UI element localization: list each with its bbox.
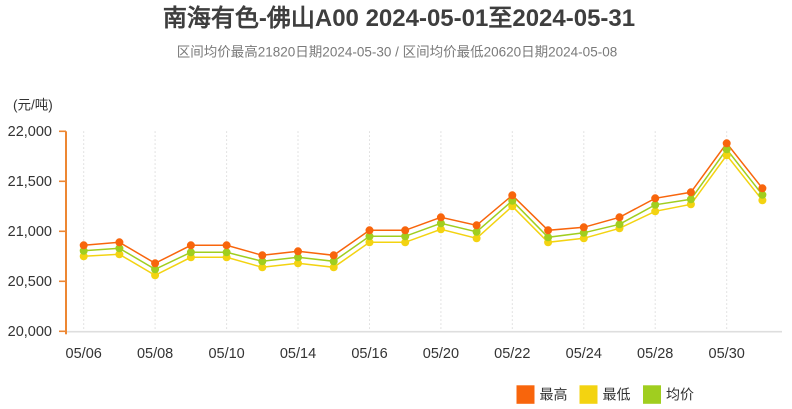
svg-text:05/28: 05/28 [637, 346, 673, 362]
svg-text:05/20: 05/20 [423, 346, 459, 362]
svg-text:21,500: 21,500 [8, 174, 52, 190]
svg-text:20,500: 20,500 [8, 274, 52, 290]
svg-text:05/10: 05/10 [208, 346, 244, 362]
svg-text:05/06: 05/06 [66, 346, 102, 362]
svg-text:05/22: 05/22 [494, 346, 530, 362]
svg-text:22,000: 22,000 [8, 124, 52, 140]
svg-text:21,000: 21,000 [8, 224, 52, 240]
svg-text:20,000: 20,000 [8, 324, 52, 340]
svg-text:区间均价最高21820日期2024-05-30 / 区间均价: 区间均价最高21820日期2024-05-30 / 区间均价最低20620日期2… [177, 44, 617, 60]
svg-text:均价: 均价 [666, 387, 694, 403]
svg-text:05/30: 05/30 [709, 346, 745, 362]
svg-text:南海有色-佛山A00 2024-05-01至2024-05-: 南海有色-佛山A00 2024-05-01至2024-05-31 [163, 4, 635, 32]
svg-text:05/08: 05/08 [137, 346, 173, 362]
svg-text:05/16: 05/16 [351, 346, 387, 362]
svg-text:最低: 最低 [603, 387, 631, 403]
svg-text:05/14: 05/14 [280, 346, 316, 362]
svg-text:最高: 最高 [540, 387, 568, 403]
svg-text:05/24: 05/24 [566, 346, 602, 362]
svg-text:(元/吨): (元/吨) [13, 98, 53, 113]
